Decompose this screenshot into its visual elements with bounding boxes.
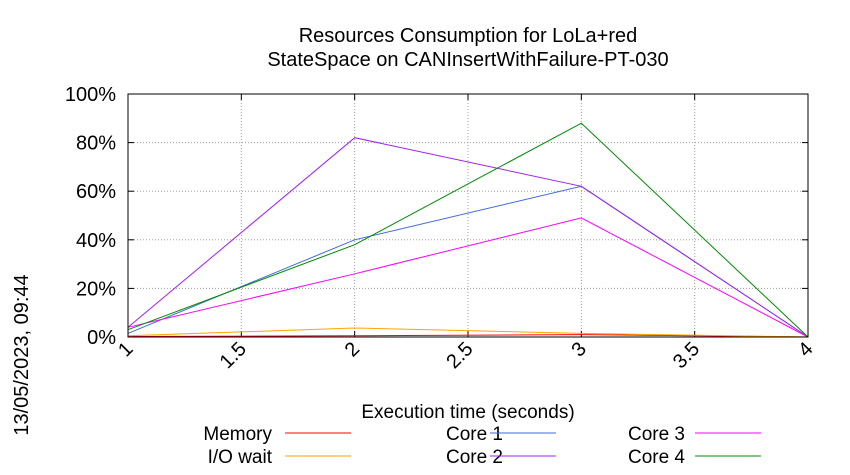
legend-label-core-2: Core 2 <box>446 447 503 468</box>
y-tick-label: 0% <box>87 327 116 349</box>
legend-label-i-o-wait: I/O wait <box>208 447 273 468</box>
series-line-core-2 <box>127 137 809 338</box>
y-tick-label: 100% <box>65 84 116 106</box>
x-tick-label: 3.5 <box>669 338 704 373</box>
x-tick-label: 1.5 <box>216 338 251 373</box>
x-tick-label: 4 <box>794 338 817 361</box>
series-line-i-o-wait <box>127 327 809 338</box>
y-tick-label: 40% <box>76 230 116 252</box>
x-tick-label: 2 <box>341 338 364 361</box>
chart-title-line-1: Resources Consumption for LoLa+red <box>299 25 638 47</box>
series-line-core-4 <box>127 122 809 338</box>
series-line-core-3 <box>127 217 809 338</box>
plot-frame <box>127 93 809 338</box>
x-tick-label: 2.5 <box>442 338 477 373</box>
legend-label-core-3: Core 3 <box>628 424 685 445</box>
x-axis-label: Execution time (seconds) <box>361 402 574 423</box>
legend-label-memory: Memory <box>203 424 272 445</box>
legend-label-core-1: Core 1 <box>446 424 503 445</box>
y-tick-label: 60% <box>76 181 116 203</box>
timestamp: 13/05/2023, 09:44 <box>11 274 33 435</box>
x-tick-label: 3 <box>567 338 590 361</box>
grid <box>127 93 809 338</box>
y-tick-label: 80% <box>76 133 116 155</box>
legend-label-core-4: Core 4 <box>628 447 685 468</box>
x-tick-label: 1 <box>114 338 137 361</box>
chart-title-line-2: StateSpace on CANInsertWithFailure-PT-03… <box>267 49 668 71</box>
series-lines <box>127 122 809 338</box>
y-tick-label: 20% <box>76 278 116 300</box>
series-line-memory <box>127 334 809 338</box>
